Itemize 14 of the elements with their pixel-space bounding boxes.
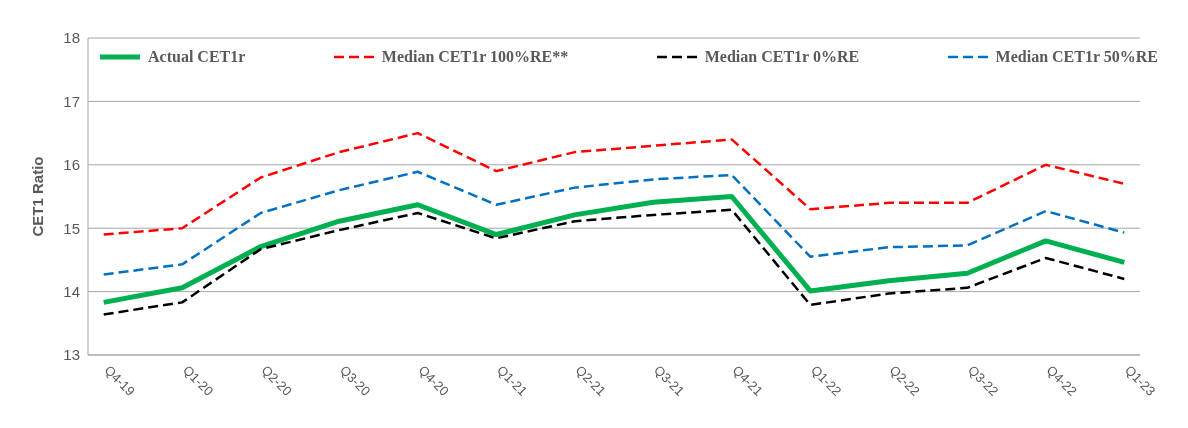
- line-series: [102, 208, 1126, 316]
- y-tick-label: 16: [63, 156, 80, 174]
- legend-label: Median CET1r 0%RE: [703, 48, 860, 66]
- legend-label: Median CET1r 50%RE: [994, 48, 1158, 66]
- y-tick-label: 15: [63, 219, 80, 237]
- y-tick-label: 13: [63, 346, 80, 364]
- y-axis-title: CET1 Ratio: [29, 156, 47, 237]
- line-series: [102, 131, 1126, 236]
- legend-label: Actual CET1r: [147, 48, 246, 66]
- y-tick-label: 17: [63, 92, 80, 110]
- y-tick-label: 14: [63, 282, 80, 300]
- line-series: [102, 170, 1126, 276]
- legend-label: Median CET1r 100%RE**: [380, 48, 569, 66]
- y-tick-label: 18: [63, 29, 80, 47]
